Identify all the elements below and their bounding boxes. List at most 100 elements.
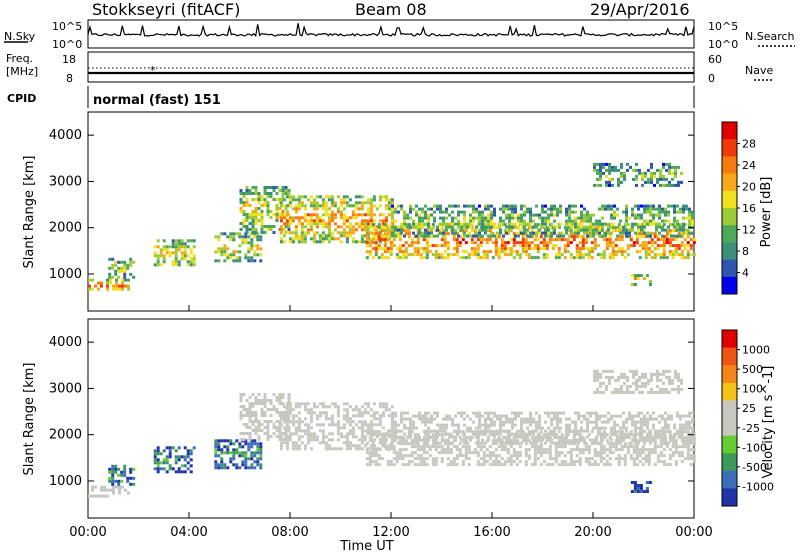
echo-cell	[400, 429, 403, 433]
echo-cell	[479, 241, 483, 245]
echo-cell	[318, 441, 322, 445]
echo-cell	[649, 435, 652, 439]
echo-cell	[183, 254, 187, 258]
echo-cell	[625, 435, 628, 439]
echo-cell	[217, 259, 221, 263]
echo-cell	[253, 235, 257, 239]
echo-cell	[587, 457, 591, 461]
echo-cell	[239, 432, 243, 435]
echo-cell	[674, 253, 678, 257]
echo-cell	[457, 204, 460, 208]
echo-cell	[115, 485, 118, 489]
echo-cell	[174, 260, 178, 264]
echo-cell	[418, 417, 421, 421]
echo-cell	[392, 445, 396, 449]
echo-cell	[436, 204, 439, 208]
echo-cell	[505, 429, 508, 433]
echo-cell	[571, 225, 574, 229]
echo-cell	[583, 219, 586, 223]
echo-cell	[653, 372, 656, 376]
echo-cell	[451, 228, 454, 232]
echo-cell	[502, 441, 505, 445]
echo-cell	[659, 372, 662, 376]
echo-cell	[592, 222, 595, 226]
echo-cell	[665, 168, 668, 172]
echo-cell	[372, 225, 376, 229]
echo-cell	[639, 487, 643, 490]
echo-cell	[550, 420, 553, 424]
echo-cell	[635, 439, 639, 443]
echo-cell	[442, 228, 445, 232]
station-title: Stokkseyri (fitACF)	[92, 0, 240, 19]
echo-cell	[369, 432, 373, 436]
echo-cell	[581, 238, 585, 242]
echo-cell	[245, 198, 249, 201]
echo-cell	[245, 186, 249, 189]
echo-cell	[581, 451, 585, 455]
echo-cell	[466, 426, 469, 430]
echo-cell	[472, 432, 475, 436]
echo-cell	[659, 238, 663, 242]
echo-cell	[463, 435, 466, 439]
echo-cell	[330, 438, 334, 442]
echo-cell	[661, 228, 664, 232]
echo-cell	[676, 225, 679, 229]
echo-cell	[400, 222, 403, 226]
echo-cell	[632, 448, 636, 452]
echo-cell	[425, 253, 429, 257]
echo-cell	[602, 451, 606, 455]
echo-cell	[599, 381, 602, 385]
echo-cell	[303, 423, 307, 427]
echo-cell	[330, 423, 334, 427]
echo-cell	[424, 420, 427, 424]
echo-cell	[398, 457, 402, 461]
echo-cell	[192, 263, 196, 267]
echo-cell	[605, 238, 609, 242]
echo-cell	[478, 432, 481, 436]
echo-cell	[590, 241, 594, 245]
echo-cell	[226, 466, 230, 470]
echo-cell	[256, 232, 260, 236]
echo-cell	[351, 216, 355, 220]
echo-cell	[662, 250, 666, 254]
echo-cell	[536, 445, 540, 449]
echo-cell	[520, 423, 523, 427]
echo-cell	[550, 207, 553, 211]
echo-cell	[253, 466, 257, 470]
echo-cell	[619, 441, 622, 445]
echo-cell	[312, 213, 316, 217]
echo-cell	[439, 426, 442, 430]
echo-cell	[598, 231, 601, 235]
power-ylabel: Slant Range [km]	[22, 156, 37, 269]
echo-cell	[541, 438, 544, 442]
echo-cell	[536, 244, 540, 248]
echo-cell	[485, 229, 489, 233]
echo-cell	[550, 429, 553, 433]
echo-cell	[415, 222, 418, 226]
echo-cell	[664, 213, 667, 217]
echo-cell	[673, 435, 676, 439]
echo-cell	[384, 198, 388, 202]
echo-cell	[497, 256, 501, 260]
echo-cell	[554, 433, 558, 437]
echo-cell	[418, 411, 421, 415]
echo-cell	[448, 432, 451, 436]
echo-cell	[616, 435, 619, 439]
colorbar-swatch	[722, 139, 737, 157]
echo-cell	[602, 165, 605, 169]
echo-cell	[514, 417, 517, 421]
echo-cell	[413, 253, 417, 257]
echo-cell	[640, 429, 643, 433]
echo-cell	[520, 426, 523, 430]
echo-cell	[281, 396, 285, 399]
echo-cell	[530, 256, 534, 260]
echo-cell	[686, 253, 690, 257]
echo-cell	[508, 207, 511, 211]
echo-cell	[282, 414, 286, 418]
echo-cell	[330, 432, 334, 436]
echo-cell	[649, 441, 652, 445]
echo-cell	[351, 228, 355, 232]
echo-cell	[563, 463, 567, 467]
echo-cell	[670, 204, 673, 208]
echo-cell	[363, 438, 367, 442]
